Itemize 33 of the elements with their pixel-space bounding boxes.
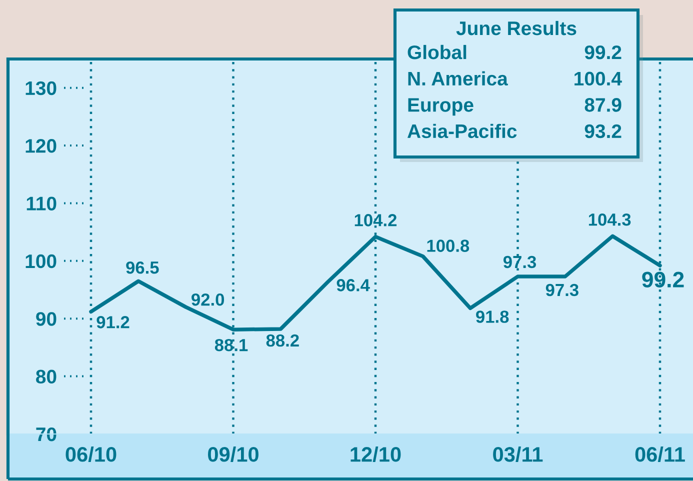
y-tick-label: 100 bbox=[26, 254, 56, 268]
data-label: 91.8 bbox=[476, 310, 509, 323]
annotation: 93.2 bbox=[584, 124, 622, 138]
annotation: 99.2 bbox=[584, 45, 622, 60]
data-label: 100.8 bbox=[427, 240, 470, 252]
x-tick-label: 06/10 bbox=[66, 446, 116, 462]
annotation: N. America bbox=[408, 71, 508, 86]
data-label: 91.2 bbox=[96, 316, 130, 328]
y-tick-label: 120 bbox=[26, 139, 56, 153]
annotation: Global bbox=[408, 44, 466, 60]
y-tick-label: 130 bbox=[26, 81, 56, 96]
data-label: 96.5 bbox=[126, 261, 159, 274]
data-label: 96.4 bbox=[336, 279, 370, 292]
annotation: 100.4 bbox=[574, 72, 622, 86]
data-label: 88.1 bbox=[214, 338, 248, 352]
y-tick-label: 80 bbox=[36, 370, 56, 384]
annotation: Asia-Pacific bbox=[407, 124, 517, 138]
x-tick-label: 06/11 bbox=[635, 446, 685, 462]
text: June Results bbox=[456, 20, 576, 36]
x-tick-label: 03/11 bbox=[493, 446, 543, 462]
data-label: 104.3 bbox=[588, 213, 631, 226]
y-tick-label: 90 bbox=[36, 312, 56, 326]
annotation: Europe bbox=[408, 98, 474, 116]
data-label: 88.2 bbox=[266, 334, 299, 347]
x-tick-label: 12/10 bbox=[350, 446, 401, 462]
annotation: 87.9 bbox=[584, 98, 622, 112]
x-tick-label: 09/10 bbox=[208, 446, 258, 462]
data-label: 99.2 bbox=[642, 272, 684, 288]
data-label: 97.3 bbox=[503, 256, 536, 268]
data-label: 92.0 bbox=[192, 293, 224, 306]
data-label: 104.2 bbox=[354, 214, 397, 226]
y-tick-label: 110 bbox=[26, 196, 56, 210]
data-label: 97.3 bbox=[546, 284, 578, 296]
